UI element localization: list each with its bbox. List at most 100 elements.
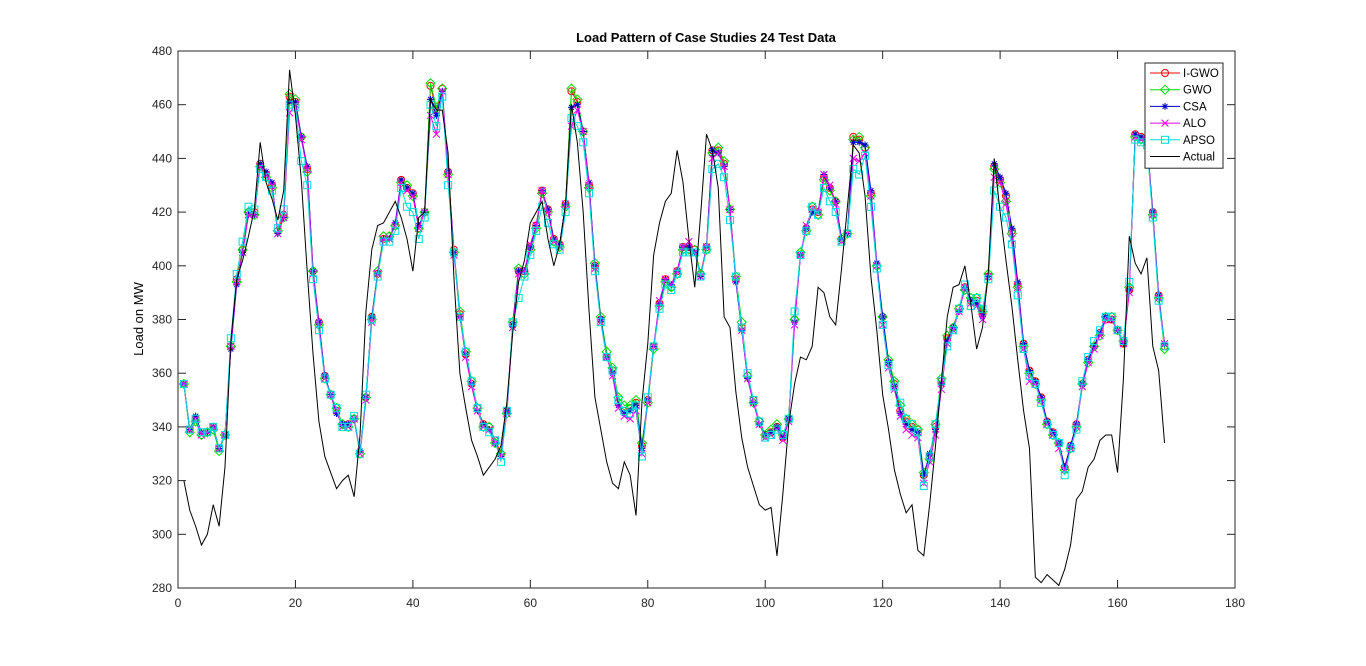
data-point-apso xyxy=(332,404,341,413)
data-point-apso xyxy=(1160,342,1169,351)
data-point-apso xyxy=(649,342,658,351)
legend-item-gwo: GWO xyxy=(1150,84,1212,97)
legend-item-csa: CSA xyxy=(1150,101,1207,113)
data-point-alo xyxy=(444,170,452,179)
data-point-apso xyxy=(825,197,834,206)
x-tick-label: 0 xyxy=(175,596,182,610)
series-line-apso xyxy=(183,96,1166,487)
data-point-apso xyxy=(420,213,429,222)
data-point-csa xyxy=(338,420,346,428)
data-point-csa xyxy=(515,267,523,275)
data-point-apso xyxy=(866,202,875,211)
legend-label: ALO xyxy=(1183,118,1206,130)
data-point-apso xyxy=(356,449,365,458)
data-point-apso xyxy=(320,374,329,383)
data-point-apso xyxy=(737,323,746,332)
data-point-apso xyxy=(185,425,194,434)
legend-item-apso: APSO xyxy=(1150,135,1215,147)
data-point-gwo xyxy=(1024,367,1035,379)
data-point-alo xyxy=(1037,396,1046,404)
data-point-apso xyxy=(673,269,682,278)
legend-marker xyxy=(1161,135,1169,144)
data-point-apso xyxy=(291,103,300,112)
data-point-apso xyxy=(273,224,282,233)
data-point-csa xyxy=(303,162,311,170)
data-point-csa xyxy=(1002,189,1010,197)
data-point-csa xyxy=(409,189,417,197)
data-point-csa xyxy=(996,173,1004,181)
chart-title: Load Pattern of Case Studies 24 Test Dat… xyxy=(576,30,837,45)
data-point-apso xyxy=(590,267,599,276)
data-point-apso xyxy=(338,422,347,431)
data-point-apso xyxy=(543,218,552,227)
data-point-apso xyxy=(314,326,323,335)
data-point-apso xyxy=(679,248,688,257)
data-point-apso xyxy=(179,379,188,388)
data-point-csa xyxy=(920,471,928,479)
data-point-apso xyxy=(373,272,382,281)
data-point-apso xyxy=(1048,430,1057,439)
data-point-csa xyxy=(1049,428,1057,436)
data-point-alo xyxy=(491,439,499,447)
data-point-alo xyxy=(573,106,582,114)
data-point-apso xyxy=(350,412,359,421)
data-point-apso xyxy=(778,430,787,439)
data-point-apso xyxy=(972,294,981,303)
data-point-apso xyxy=(1013,291,1022,300)
y-tick-label: 480 xyxy=(152,44,172,58)
data-point-apso xyxy=(690,248,699,257)
data-point-alo xyxy=(473,406,482,415)
ticks-layer: 0 20 40 60 80 100 120 140 160 180 280 300 320 340 360 3… xyxy=(152,44,1245,610)
x-tick-label: 40 xyxy=(406,596,420,610)
data-point-apso xyxy=(461,347,470,356)
data-point-apso xyxy=(955,304,964,313)
data-point-alo xyxy=(279,213,288,222)
data-point-csa xyxy=(638,444,646,452)
data-point-alo xyxy=(978,315,987,324)
y-tick-label: 360 xyxy=(152,366,172,380)
data-point-apso xyxy=(602,353,611,362)
data-point-apso xyxy=(861,151,870,160)
data-point-apso xyxy=(508,318,517,327)
data-point-apso xyxy=(344,422,353,431)
data-point-apso xyxy=(479,422,488,431)
data-point-csa xyxy=(879,313,887,321)
data-point-apso xyxy=(1107,312,1116,321)
data-point-apso xyxy=(919,481,928,490)
data-point-csa xyxy=(1020,340,1028,348)
data-point-apso xyxy=(1043,420,1052,429)
data-point-apso xyxy=(579,138,588,147)
data-point-apso xyxy=(379,237,388,246)
data-point-apso xyxy=(913,428,922,437)
data-point-apso xyxy=(367,315,376,324)
data-point-apso xyxy=(485,428,494,437)
y-tick-label: 460 xyxy=(152,98,172,112)
legend: I-GWO GWO CSA ALO APSO Actual xyxy=(1144,62,1224,169)
data-point-gwo xyxy=(536,188,548,199)
data-point-apso xyxy=(209,422,218,431)
data-point-csa xyxy=(1025,367,1033,375)
data-point-apso xyxy=(720,173,729,182)
data-point-apso xyxy=(802,226,811,235)
data-point-alo xyxy=(726,205,734,214)
data-point-csa xyxy=(902,420,910,428)
y-tick-label: 380 xyxy=(152,313,172,327)
data-point-csa xyxy=(867,187,875,195)
data-point-apso xyxy=(1095,326,1104,335)
data-point-apso xyxy=(614,396,623,405)
data-point-apso xyxy=(573,122,582,131)
data-point-csa xyxy=(1008,224,1016,232)
data-point-apso xyxy=(467,377,476,386)
data-point-csa xyxy=(826,184,834,192)
data-point-csa xyxy=(550,235,558,243)
y-axis-label: Load on MW xyxy=(131,281,146,355)
data-point-alo xyxy=(432,130,441,139)
data-point-apso xyxy=(878,320,887,329)
data-point-apso xyxy=(491,436,500,445)
data-point-apso xyxy=(902,414,911,423)
data-point-csa xyxy=(943,337,951,345)
x-tick-label: 80 xyxy=(641,596,655,610)
data-point-apso xyxy=(743,369,752,378)
data-point-apso xyxy=(1090,336,1099,345)
